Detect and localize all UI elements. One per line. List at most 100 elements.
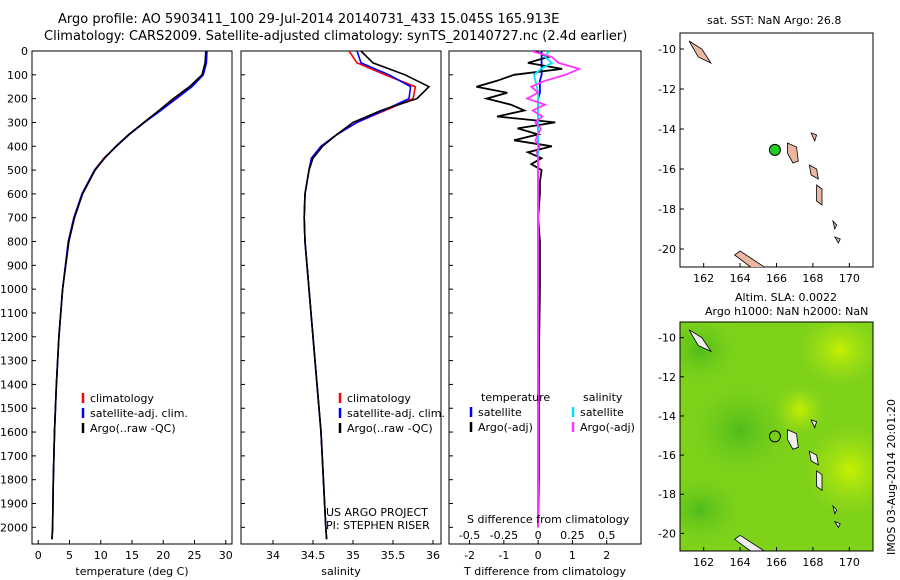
legend-label: Argo(..raw -QC)	[90, 422, 176, 435]
series-line-satellite-adj--clim-	[51, 50, 208, 540]
x-tick-label: 0	[35, 549, 42, 562]
depth-tick-label: 1200	[0, 331, 28, 344]
map-x-tick-label: 166	[766, 556, 787, 569]
map-y-tick-label: -10	[658, 332, 676, 345]
map-x-tick-label: 166	[766, 272, 787, 285]
island-shape	[832, 504, 838, 516]
island-shape	[833, 236, 841, 244]
depth-tick-label: 1800	[0, 474, 28, 487]
island-shape	[816, 470, 823, 492]
legend-title: salinity	[583, 391, 623, 404]
legend-label: satellite-adj. clim.	[90, 407, 188, 420]
map-y-tick-label: -16	[658, 163, 676, 176]
map-x-tick-label: 162	[693, 272, 714, 285]
map-y-tick-label: -18	[658, 488, 676, 501]
x-tick-label: -2	[464, 549, 475, 562]
x-tick-label: 34.5	[301, 549, 326, 562]
series-line-climatology	[51, 50, 208, 540]
x2-tick-label: -0.5	[459, 529, 480, 542]
map-x-tick-label: 164	[730, 272, 751, 285]
series-line-argo---raw--qc-	[303, 50, 431, 540]
map-y-tick-label: -20	[658, 527, 676, 540]
legend-label: Argo(..raw -QC)	[347, 422, 433, 435]
x2-tick-label: -0.25	[490, 529, 518, 542]
island-shape	[816, 184, 823, 206]
map-y-tick-label: -16	[658, 449, 676, 462]
series-line-climatology	[303, 50, 417, 540]
map-x-tick-label: 170	[839, 272, 860, 285]
difference-line-temperature-argo--adj-	[476, 51, 563, 528]
island-shape	[733, 534, 766, 551]
depth-tick-label: 1300	[0, 355, 28, 368]
x-tick-label: 35	[346, 549, 360, 562]
map-y-tick-label: -12	[658, 371, 676, 384]
side-timestamp: IMOS 03-Aug-2014 20:01:20	[885, 399, 898, 555]
island-shape	[810, 419, 818, 429]
map-y-tick-label: -14	[658, 410, 676, 423]
salinity-panel-frame	[240, 50, 442, 545]
depth-tick-label: 100	[7, 69, 28, 82]
sst-map-title: sat. SST: NaN Argo: 26.8	[707, 14, 842, 27]
depth-tick-label: 600	[7, 188, 28, 201]
project-note-line1: US ARGO PROJECT	[326, 506, 428, 519]
legend-label: climatology	[90, 392, 154, 405]
x-tick-label: 36	[426, 549, 440, 562]
x-tick-label: 35.5	[381, 549, 406, 562]
depth-tick-label: 1000	[0, 283, 28, 296]
x-tick-label: 0	[535, 549, 542, 562]
depth-tick-label: 0	[21, 45, 28, 58]
sla-map-title-line1: Altim. SLA: 0.0022	[735, 291, 838, 304]
island-shape	[787, 142, 799, 164]
legend-label: satellite	[478, 406, 522, 419]
depth-tick-label: 1700	[0, 450, 28, 463]
sla-map-title-line2: Argo h1000: NaN h2000: NaN	[705, 305, 869, 318]
map-x-tick-label: 168	[802, 556, 823, 569]
x-tick-label: 15	[125, 549, 139, 562]
argo-position-circle	[768, 430, 781, 443]
depth-tick-label: 2000	[0, 521, 28, 534]
island-shape	[832, 219, 838, 231]
x-tick-label: 34	[266, 549, 280, 562]
s-difference-axis-label: S difference from climatology	[467, 513, 630, 526]
map-y-tick-label: -14	[658, 123, 676, 136]
depth-tick-label: 500	[7, 164, 28, 177]
legend-label: satellite-adj. clim.	[347, 407, 445, 420]
series-line-satellite-adj--clim-	[303, 50, 412, 540]
x-axis-label: T difference from climatology	[463, 565, 626, 578]
depth-tick-label: 1400	[0, 378, 28, 391]
island-shape	[808, 450, 819, 466]
sla-map	[679, 321, 874, 552]
depth-tick-label: 1600	[0, 426, 28, 439]
project-note-line2: PI: STEPHEN RISER	[326, 519, 430, 532]
map-y-tick-label: -20	[658, 243, 676, 256]
depth-tick-label: 300	[7, 116, 28, 129]
island-shape	[833, 520, 841, 529]
x2-tick-label: 0.25	[560, 529, 585, 542]
depth-tick-label: 900	[7, 259, 28, 272]
difference-series-group	[476, 51, 582, 528]
island-shape	[808, 164, 819, 180]
x-tick-label: 2	[603, 549, 610, 562]
series-line-argo---raw--qc-	[51, 50, 207, 540]
x-tick-label: 1	[569, 549, 576, 562]
difference-line-salinity-argo--adj-	[524, 51, 582, 528]
depth-tick-label: 200	[7, 93, 28, 106]
x-axis-label: temperature (deg C)	[75, 565, 188, 578]
island-shape	[688, 40, 713, 64]
series-group	[303, 50, 431, 540]
depth-tick-label: 400	[7, 140, 28, 153]
legend-label: Argo(-adj)	[478, 421, 533, 434]
x-tick-label: 20	[156, 549, 170, 562]
island-shape	[733, 250, 766, 267]
x-tick-label: 25	[188, 549, 202, 562]
map-x-tick-label: 168	[802, 272, 823, 285]
map-x-tick-label: 164	[730, 556, 751, 569]
island-shape	[810, 132, 818, 143]
figure-title-line1: Argo profile: AO 5903411_100 29-Jul-2014…	[58, 12, 560, 27]
x2-tick-label: 0	[535, 529, 542, 542]
figure-title-line2: Climatology: CARS2009. Satellite-adjuste…	[44, 29, 628, 44]
island-shape	[787, 428, 799, 450]
depth-tick-label: 1500	[0, 402, 28, 415]
depth-tick-label: 1900	[0, 498, 28, 511]
legend-title: temperature	[481, 391, 550, 404]
